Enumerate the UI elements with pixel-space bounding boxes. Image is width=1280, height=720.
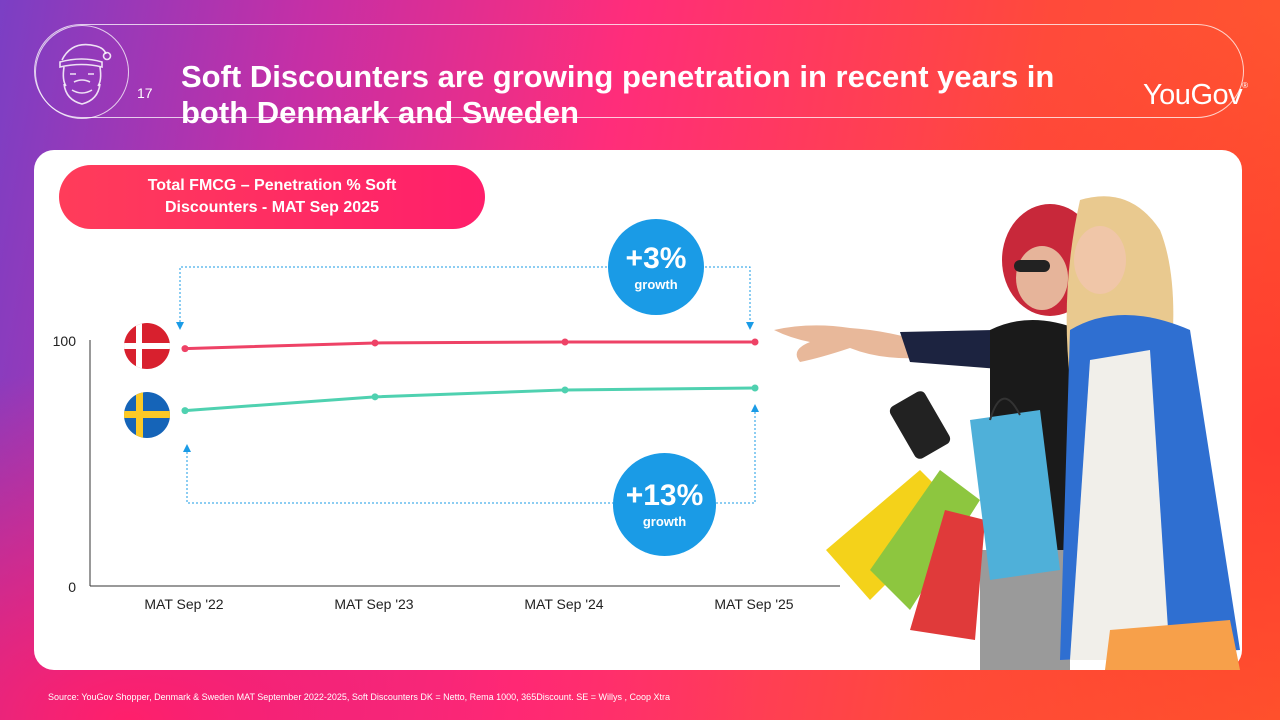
denmark-flag-icon bbox=[124, 323, 170, 369]
shoppers-photo bbox=[774, 196, 1240, 670]
source-note: Source: YouGov Shopper, Denmark & Sweden… bbox=[48, 692, 670, 702]
se-growth-value: +13% bbox=[625, 479, 704, 512]
dk-growth-label: growth bbox=[634, 276, 678, 292]
dk-growth-value: +3% bbox=[625, 241, 687, 275]
data-point-denmark-1 bbox=[371, 339, 379, 347]
dk-growth-callout: +3% growth bbox=[608, 219, 704, 315]
se-bracket-arrow-left bbox=[183, 444, 191, 452]
x-tick-label: MAT Sep '24 bbox=[524, 596, 603, 612]
data-point-denmark-0 bbox=[181, 345, 189, 353]
data-point-denmark-3 bbox=[751, 338, 759, 346]
y-tick-label-100: 100 bbox=[53, 333, 77, 349]
registered-mark: ® bbox=[1242, 81, 1248, 90]
page-title: Soft Discounters are growing penetration… bbox=[181, 59, 1055, 130]
data-point-sweden-2 bbox=[561, 386, 569, 394]
logo-text: YouGov bbox=[1143, 79, 1243, 111]
data-point-sweden-3 bbox=[751, 384, 759, 392]
data-point-denmark-2 bbox=[561, 338, 569, 346]
header-bar: 17 Soft Discounters are growing penetrat… bbox=[34, 24, 1248, 130]
x-tick-label: MAT Sep '25 bbox=[714, 596, 793, 612]
dk-growth-bracket bbox=[179, 266, 751, 326]
santa-icon bbox=[59, 43, 112, 105]
dk-bracket-arrow-right bbox=[746, 322, 754, 330]
x-tick-label: MAT Sep '22 bbox=[144, 596, 223, 612]
x-tick-labels: MAT Sep '22 MAT Sep '23 MAT Sep '24 MAT Sep… bbox=[144, 596, 793, 612]
x-tick-label: MAT Sep '23 bbox=[334, 596, 413, 612]
yougov-logo: YouGov® bbox=[1143, 79, 1248, 112]
series-layer bbox=[181, 338, 759, 415]
santa-badge bbox=[35, 25, 129, 119]
sweden-flag-icon bbox=[124, 392, 170, 438]
y-tick-label-0: 0 bbox=[68, 579, 76, 595]
page-number: 17 bbox=[137, 85, 153, 101]
series-line-denmark bbox=[183, 340, 757, 351]
chart-title-pill: Total FMCG – Penetration % Soft Discount… bbox=[59, 165, 485, 229]
se-bracket-arrow-right bbox=[751, 404, 759, 412]
data-point-sweden-1 bbox=[371, 393, 379, 401]
se-growth-callout: +13% growth bbox=[613, 453, 716, 556]
dk-bracket-arrow-left bbox=[176, 322, 184, 330]
se-growth-label: growth bbox=[642, 514, 687, 529]
data-point-sweden-0 bbox=[181, 407, 189, 415]
series-line-sweden bbox=[183, 386, 757, 413]
